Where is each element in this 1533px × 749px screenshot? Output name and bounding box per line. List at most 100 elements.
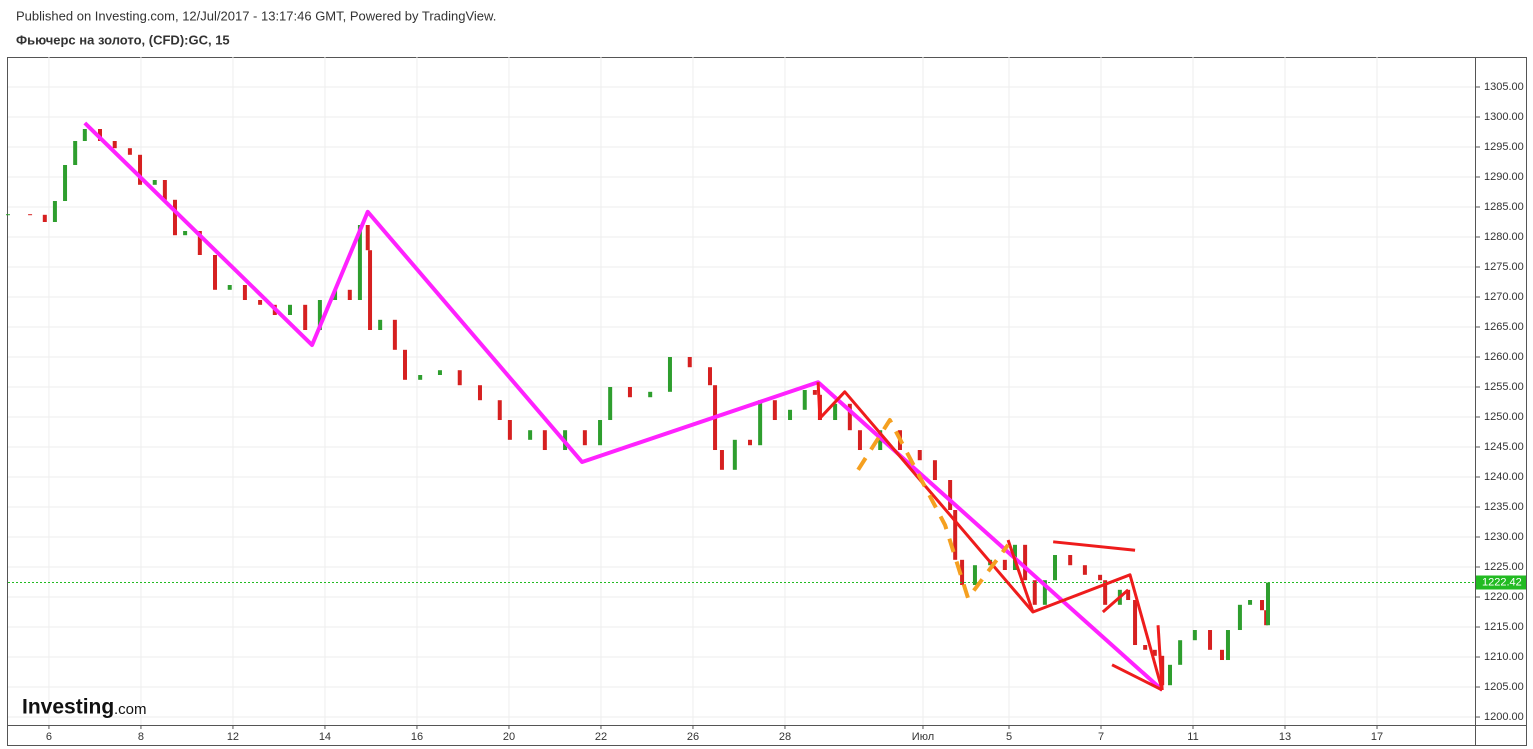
trend-line bbox=[1053, 540, 1136, 552]
y-tick-label: 1280.00 bbox=[1484, 231, 1524, 243]
x-tick-label: 16 bbox=[411, 731, 423, 743]
y-tick-label: 1200.00 bbox=[1484, 711, 1524, 723]
candle bbox=[707, 367, 712, 386]
candle bbox=[347, 289, 352, 301]
candle bbox=[303, 304, 308, 331]
x-tick-label: 12 bbox=[227, 731, 239, 743]
candle bbox=[802, 390, 807, 410]
candle bbox=[457, 370, 462, 386]
last-price-box bbox=[1476, 575, 1526, 590]
candle bbox=[1192, 630, 1197, 641]
trend-line bbox=[856, 418, 1010, 601]
candle bbox=[1260, 600, 1265, 611]
y-tick-label: 1260.00 bbox=[1484, 351, 1524, 363]
y-tick-label: 1215.00 bbox=[1484, 621, 1524, 633]
x-tick-label: 5 bbox=[1006, 731, 1012, 743]
candle bbox=[667, 357, 672, 392]
candle bbox=[6, 214, 10, 216]
candle bbox=[857, 430, 862, 451]
trend-line bbox=[83, 121, 1164, 692]
x-tick-label: 28 bbox=[779, 731, 791, 743]
y-tick-label: 1290.00 bbox=[1484, 171, 1524, 183]
y-tick-label: 1235.00 bbox=[1484, 501, 1524, 513]
candle bbox=[368, 250, 373, 331]
grid: 1200.00 1205.00 1210.00 1215.00 1220.00 1225.… bbox=[8, 57, 1524, 743]
x-tick-label: 7 bbox=[1098, 731, 1104, 743]
x-tick-label: 17 bbox=[1371, 731, 1383, 743]
candle bbox=[213, 255, 218, 290]
y-tick-label: 1250.00 bbox=[1484, 411, 1524, 423]
candle bbox=[365, 225, 370, 251]
candle bbox=[542, 430, 547, 451]
candle bbox=[227, 285, 232, 290]
candle bbox=[748, 439, 753, 446]
candle bbox=[1208, 630, 1213, 650]
candle bbox=[317, 300, 322, 331]
candle bbox=[719, 450, 724, 470]
candle bbox=[402, 349, 407, 380]
y-tick-label: 1285.00 bbox=[1484, 201, 1524, 213]
x-tick-label: 8 bbox=[138, 731, 144, 743]
candle bbox=[73, 141, 78, 166]
trend-line bbox=[1101, 588, 1130, 614]
candle bbox=[608, 387, 613, 421]
trend-line bbox=[1156, 625, 1164, 691]
y-tick-label: 1300.00 bbox=[1484, 111, 1524, 123]
candle bbox=[972, 565, 977, 586]
x-tick-label: 13 bbox=[1279, 731, 1291, 743]
x-tick-label: 26 bbox=[687, 731, 699, 743]
candle bbox=[392, 319, 397, 350]
candle bbox=[42, 214, 47, 223]
candle bbox=[932, 460, 937, 481]
candle bbox=[833, 403, 838, 421]
candle bbox=[1152, 649, 1157, 656]
candle bbox=[357, 225, 362, 301]
y-tick-label: 1245.00 bbox=[1484, 441, 1524, 453]
x-tick-label: 14 bbox=[319, 731, 331, 743]
y-tick-label: 1205.00 bbox=[1484, 681, 1524, 693]
candle bbox=[242, 285, 247, 301]
candle bbox=[1248, 600, 1253, 605]
candle bbox=[477, 385, 482, 401]
candle bbox=[1133, 600, 1138, 646]
candle bbox=[1237, 604, 1242, 631]
candle bbox=[1082, 565, 1087, 575]
candle bbox=[437, 370, 442, 376]
candle bbox=[1098, 574, 1103, 581]
candle bbox=[1103, 580, 1108, 605]
trend-line bbox=[816, 382, 1164, 691]
candle bbox=[627, 387, 632, 398]
plot: 1222.42 bbox=[6, 121, 1526, 692]
y-tick-label: 1230.00 bbox=[1484, 531, 1524, 543]
candle bbox=[1265, 582, 1270, 626]
trend-line bbox=[1006, 539, 1035, 613]
candle bbox=[63, 165, 68, 202]
candle bbox=[582, 430, 587, 446]
candle bbox=[953, 510, 958, 560]
chart-frame bbox=[7, 57, 1527, 746]
y-tick-label: 1240.00 bbox=[1484, 471, 1524, 483]
published-note: Published on Investing.com, 12/Jul/2017 … bbox=[16, 8, 496, 23]
x-tick-label: 20 bbox=[503, 731, 515, 743]
candle bbox=[98, 129, 103, 142]
candle bbox=[507, 420, 512, 440]
candle bbox=[960, 559, 965, 586]
trend-line bbox=[1111, 663, 1163, 692]
candle bbox=[378, 319, 383, 331]
candle bbox=[1042, 580, 1047, 605]
y-tick-label: 1220.00 bbox=[1484, 591, 1524, 603]
candle bbox=[258, 300, 263, 305]
candle bbox=[497, 400, 502, 421]
candle bbox=[1126, 589, 1131, 601]
y-tick-label: 1270.00 bbox=[1484, 291, 1524, 303]
y-tick-label: 1295.00 bbox=[1484, 141, 1524, 153]
candle bbox=[197, 231, 202, 256]
candle bbox=[528, 430, 533, 440]
candle bbox=[1053, 555, 1058, 581]
candle bbox=[648, 391, 653, 398]
candle bbox=[287, 304, 292, 316]
x-tick-label: 22 bbox=[595, 731, 607, 743]
y-tick-label: 1255.00 bbox=[1484, 381, 1524, 393]
